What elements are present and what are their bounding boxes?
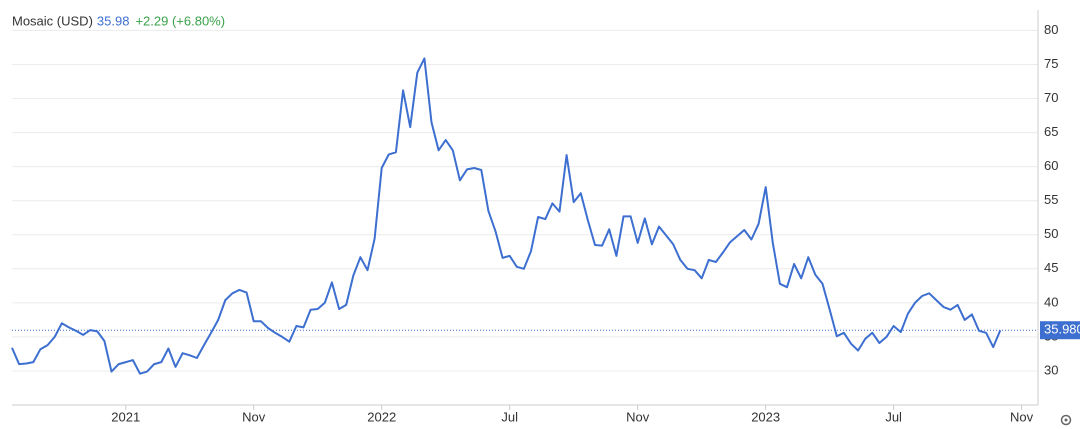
last-price-label: 35.980 xyxy=(1044,322,1080,337)
gear[interactable] xyxy=(1060,414,1072,426)
y-tick-label: 65 xyxy=(1044,124,1058,139)
x-tick-label: Nov xyxy=(1010,409,1034,424)
y-tick-label: 70 xyxy=(1044,90,1058,105)
x-tick-label: Nov xyxy=(242,409,266,424)
y-tick-label: 45 xyxy=(1044,260,1058,275)
change: +2.29 (+6.80%) xyxy=(135,13,225,28)
x-tick-label: 2022 xyxy=(367,409,396,424)
price-line xyxy=(11,57,1002,375)
y-tick-label: 80 xyxy=(1044,22,1058,37)
y-tick-label: 55 xyxy=(1044,192,1058,207)
chart-title: Mosaic (USD) xyxy=(12,13,93,28)
price: 35.98 xyxy=(97,13,130,28)
y-tick-label: 50 xyxy=(1044,226,1058,241)
y-tick-label: 75 xyxy=(1044,56,1058,71)
last-price-box xyxy=(1040,321,1080,340)
x-tick-label: 2021 xyxy=(111,409,140,424)
y-tick-label: 30 xyxy=(1044,362,1058,377)
settings-icon[interactable] xyxy=(1060,414,1072,426)
y-tick-label: 60 xyxy=(1044,158,1058,173)
x-tick-label: 2023 xyxy=(751,409,780,424)
x-tick-label: Jul xyxy=(885,409,902,424)
y-tick-label: 40 xyxy=(1044,294,1058,309)
x-tick-label: Jul xyxy=(501,409,518,424)
gear-center[interactable] xyxy=(1064,418,1068,422)
x-tick-label: Nov xyxy=(626,409,650,424)
